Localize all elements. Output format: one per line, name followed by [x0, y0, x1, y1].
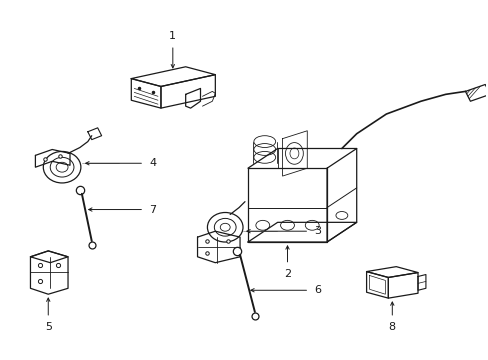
Text: 3: 3	[314, 226, 321, 236]
Text: 8: 8	[388, 322, 395, 332]
Text: 2: 2	[284, 269, 290, 279]
Text: 7: 7	[149, 204, 156, 215]
Text: 1: 1	[169, 31, 176, 41]
Text: 6: 6	[314, 285, 321, 295]
Text: 4: 4	[149, 158, 156, 168]
Text: 5: 5	[45, 322, 52, 332]
